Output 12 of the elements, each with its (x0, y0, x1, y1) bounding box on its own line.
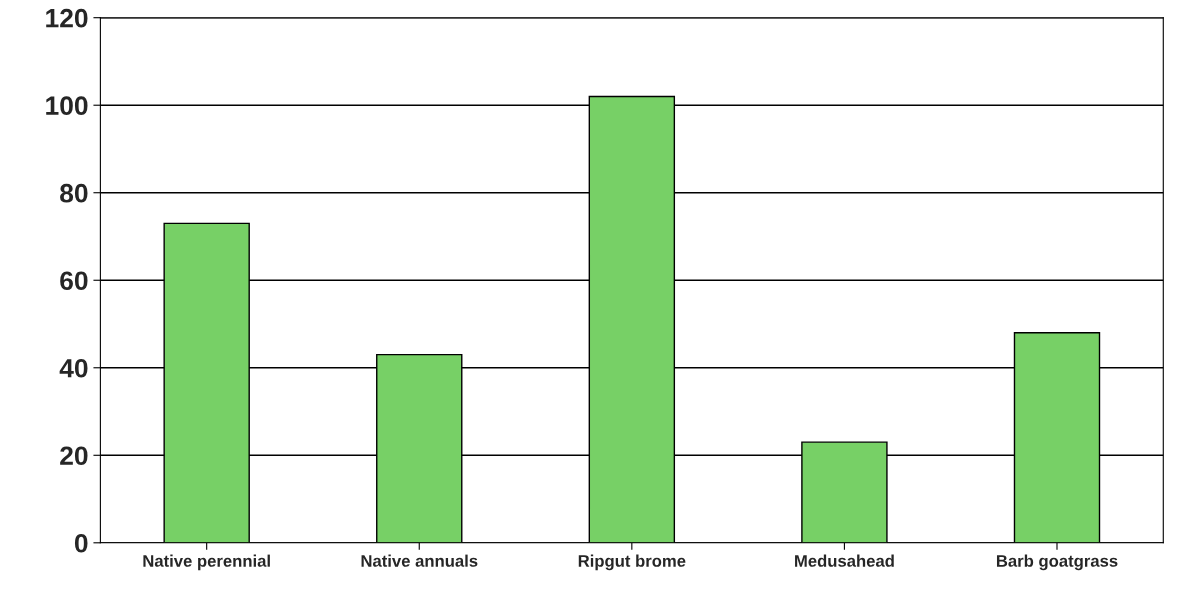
x-tick-label: Medusahead (795, 554, 894, 567)
x-tick-label: Native perennial (143, 554, 270, 571)
x-tick-label: Ripgut brome (578, 554, 686, 571)
y-tick-label: 100 (46, 96, 88, 116)
y-tick-label: 40 (59, 358, 88, 378)
y-tick-label: 20 (60, 446, 88, 466)
x-tick-label: Barb goatgrass (996, 554, 1118, 571)
y-tick-label: 60 (60, 271, 88, 291)
y-tick-label: 120 (46, 8, 88, 28)
x-tick-label: Native annuals (361, 554, 478, 567)
y-tick-label: 0 (74, 533, 88, 553)
y-tick-label: 80 (60, 183, 88, 203)
